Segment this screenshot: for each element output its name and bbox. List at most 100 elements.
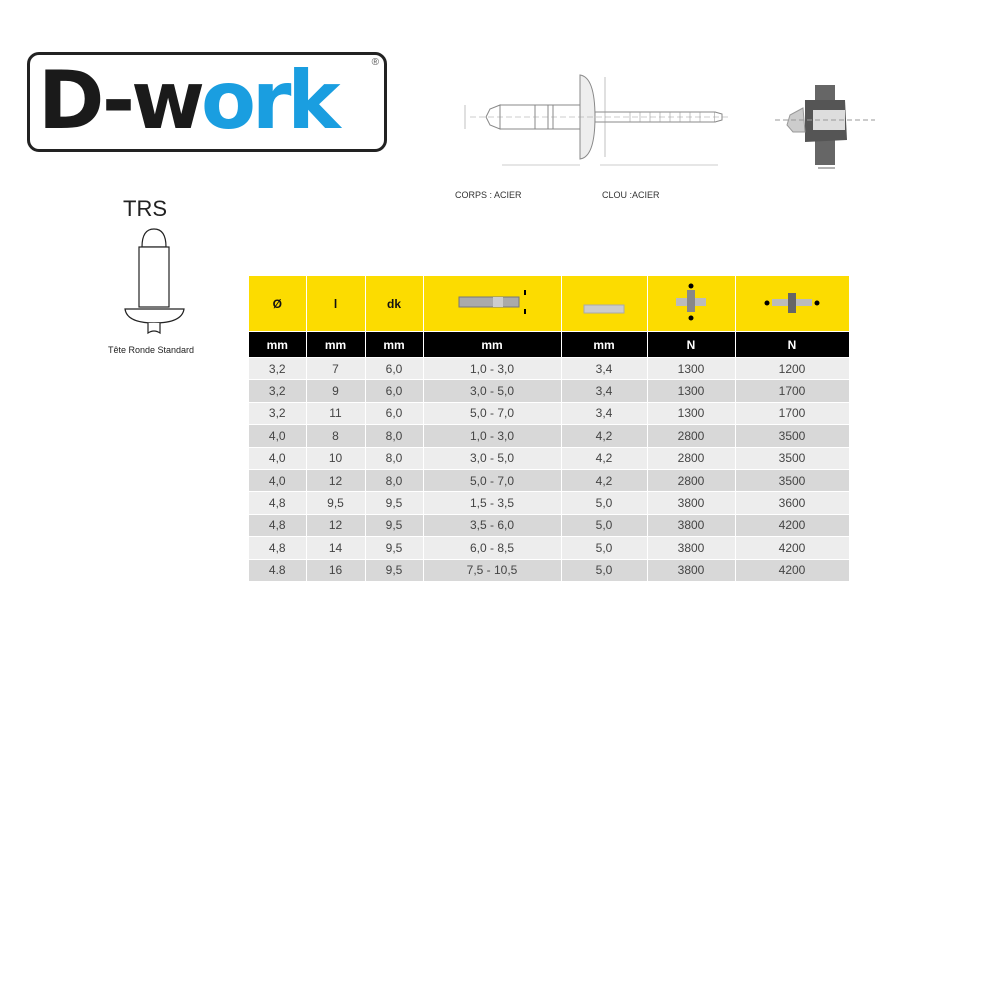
table-cell: 1,0 - 3,0 [423,424,562,448]
logo-text-blue: ork [201,54,341,147]
tensile-strength-icon [735,276,850,332]
table-cell: 9,5 [365,558,424,581]
table-cell: 4,2 [561,424,648,448]
table-cell: 3,4 [561,401,648,425]
table-cell: 9,5 [365,491,424,515]
table-cell: 4,0 [249,446,307,470]
table-cell: 4200 [735,513,850,537]
table-cell: 9,5 [365,513,424,537]
rivet-dimension-drawing [464,74,730,166]
table-cell: 3,4 [561,379,648,403]
table-cell: 3500 [735,468,850,492]
table-cell: 5,0 [561,491,648,515]
d-work-logo: D-work ® [27,52,387,152]
unit-cell: mm [423,331,562,358]
table-cell: 3,2 [249,379,307,403]
table-cell: 3,2 [249,356,307,380]
table-cell: 1700 [735,379,850,403]
table-cell: 9,5 [306,491,366,515]
table-cell: 4,0 [249,468,307,492]
table-cell: 4,8 [249,491,307,515]
table-cell: 4,2 [561,446,648,470]
mandrel-material-label: CLOU :ACIER [602,190,660,200]
body-material-label: CORPS : ACIER [455,190,522,200]
table-cell: 11 [306,401,366,425]
table-row: 4,0 12 8,0 5,0 - 7,0 4,2 2800 3500 [249,468,850,492]
header-length: l [306,276,366,332]
product-code: TRS [123,196,167,221]
table-cell: 10 [306,446,366,470]
table-cell: 16 [306,558,366,581]
table-cell: 8,0 [365,446,424,470]
table-cell: 3,4 [561,356,648,380]
table-cell: 6,0 [365,379,424,403]
unit-cell: mm [249,331,307,358]
table-cell: 3,0 - 5,0 [423,446,562,470]
table-cell: 2800 [647,468,736,492]
units-row: mm mm mm mm mm N N [249,331,850,358]
table-cell: 9,5 [365,536,424,560]
table-row: 4,8 12 9,5 3,5 - 6,0 5,0 3800 4200 [249,513,850,537]
table-cell: 1200 [735,356,850,380]
table-row: 3,2 11 6,0 5,0 - 7,0 3,4 1300 1700 [249,401,850,425]
table-row: 3,2 9 6,0 3,0 - 5,0 3,4 1300 1700 [249,379,850,403]
table-cell: 5,0 - 7,0 [423,468,562,492]
table-cell: 5,0 [561,513,648,537]
round-head-rivet-icon [124,228,185,335]
table-cell: 3800 [647,491,736,515]
table-cell: 5,0 [561,536,648,560]
table-cell: 1700 [735,401,850,425]
table-cell: 8,0 [365,468,424,492]
table-cell: 8,0 [365,424,424,448]
specification-table: Ø l dk mm mm mm mm mm N N 3,2 7 6,0 1,0 - 3… [249,276,850,581]
table-cell: 7,5 - 10,5 [423,558,562,581]
table-cell: 3500 [735,424,850,448]
table-cell: 1300 [647,401,736,425]
table-cell: 9 [306,379,366,403]
table-cell: 1300 [647,379,736,403]
table-cell: 4,2 [561,468,648,492]
product-caption: Tête Ronde Standard [108,345,195,355]
table-row: 4,8 9,5 9,5 1,5 - 3,5 5,0 3800 3600 [249,491,850,515]
table-cell: 3800 [647,513,736,537]
table-row: 4,8 14 9,5 6,0 - 8,5 5,0 3800 4200 [249,536,850,560]
registered-mark: ® [371,57,379,68]
grip-range-icon [423,276,562,332]
table-cell: 6,0 [365,401,424,425]
table-cell: 4.8 [249,558,307,581]
unit-cell: mm [561,331,648,358]
table-cell: 3,2 [249,401,307,425]
table-cell: 3500 [735,446,850,470]
table-cell: 8 [306,424,366,448]
table-cell: 3800 [647,558,736,581]
shear-strength-icon [647,276,736,332]
table-cell: 3,0 - 5,0 [423,379,562,403]
table-cell: 4,0 [249,424,307,448]
table-cell: 1,5 - 3,5 [423,491,562,515]
drill-hole-icon [561,276,648,332]
table-cell: 12 [306,513,366,537]
table-cell: 6,0 - 8,5 [423,536,562,560]
header-head-diameter: dk [365,276,424,332]
table-row: 4,0 10 8,0 3,0 - 5,0 4,2 2800 3500 [249,446,850,470]
logo-text-dark: D-w [38,54,205,147]
table-row: 4,0 8 8,0 1,0 - 3,0 4,2 2800 3500 [249,424,850,448]
unit-cell: N [647,331,736,358]
table-cell: 3800 [647,536,736,560]
installed-rivet-section-drawing [775,85,875,169]
table-cell: 4200 [735,536,850,560]
table-cell: 4,8 [249,513,307,537]
unit-cell: N [735,331,850,358]
table-cell: 1300 [647,356,736,380]
header-row: Ø l dk [249,276,850,332]
table-row: 4.8 16 9,5 7,5 - 10,5 5,0 3800 4200 [249,558,850,581]
table-cell: 5,0 [561,558,648,581]
table-cell: 4,8 [249,536,307,560]
table-cell: 5,0 - 7,0 [423,401,562,425]
table-row: 3,2 7 6,0 1,0 - 3,0 3,4 1300 1200 [249,356,850,380]
table-cell: 12 [306,468,366,492]
table-cell: 4200 [735,558,850,581]
table-cell: 6,0 [365,356,424,380]
table-cell: 3,5 - 6,0 [423,513,562,537]
unit-cell: mm [306,331,366,358]
